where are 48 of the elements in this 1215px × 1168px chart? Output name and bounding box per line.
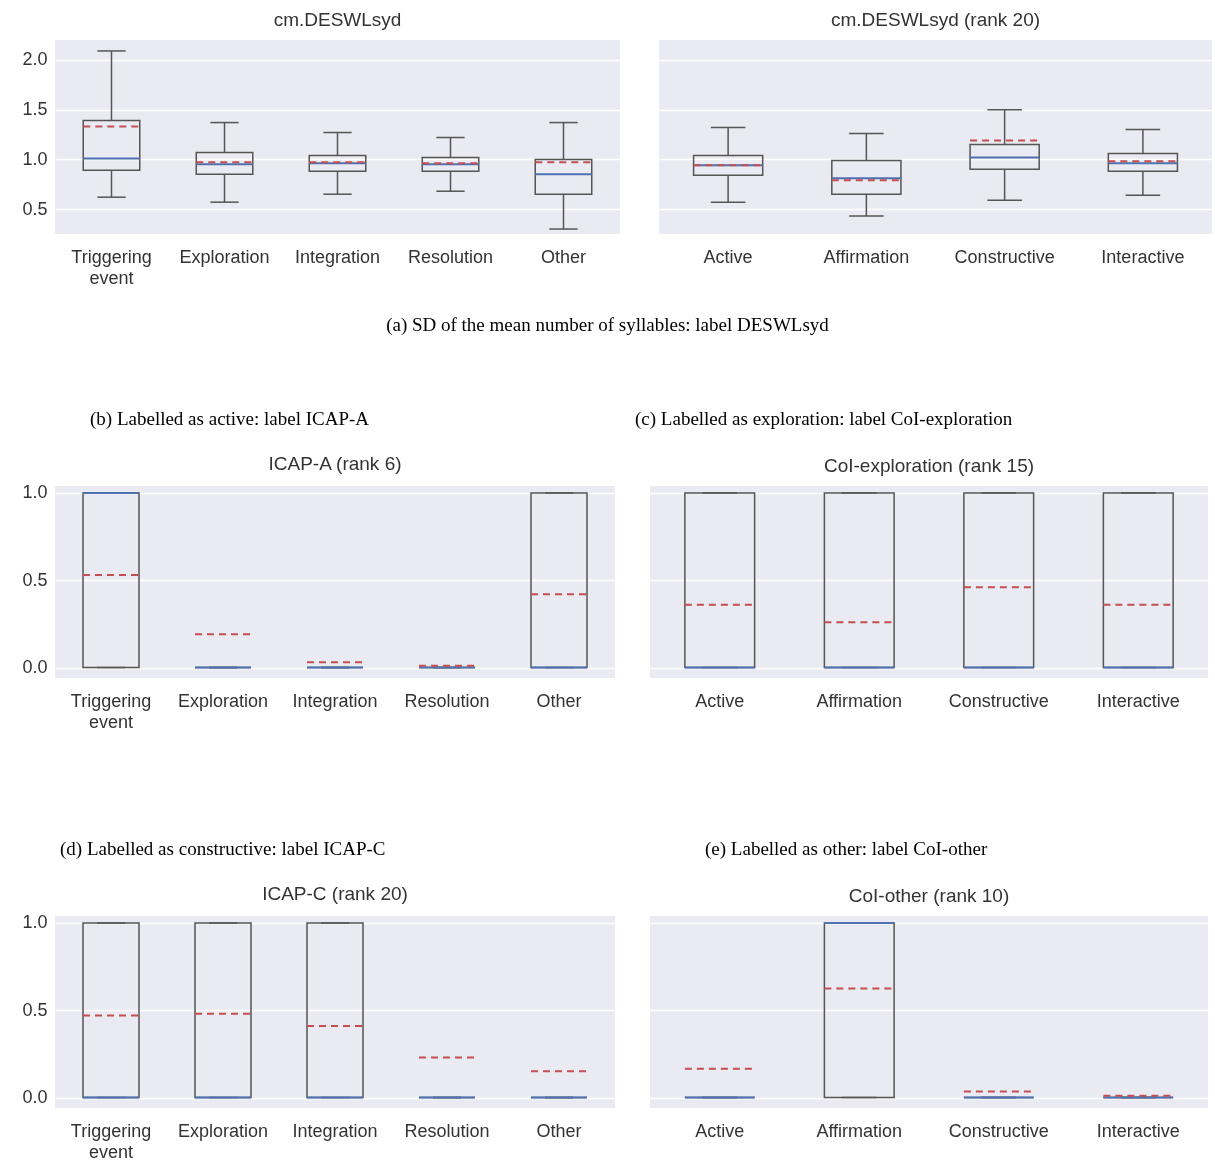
text: (c) Labelled as exploration: label CoI-exploration bbox=[635, 408, 1013, 430]
x-tick-label: Affirmation bbox=[823, 246, 910, 267]
x-tick-label: Interactive bbox=[1101, 246, 1185, 267]
chart-title: CoI-exploration (rank 15) bbox=[823, 455, 1035, 476]
y-tick-label: 1.0 bbox=[22, 148, 48, 169]
x-tick-label: Affirmation bbox=[816, 1120, 903, 1141]
x-tick-label: Other bbox=[536, 690, 582, 711]
x-tick-label: Active bbox=[703, 246, 753, 267]
x-tick-label: Resolution bbox=[404, 1120, 490, 1141]
x-tick-label: Resolution bbox=[407, 246, 494, 267]
x-tick-label: Interactive bbox=[1096, 690, 1180, 711]
text: (a) SD of the mean number of syllables: label DESWLsyd bbox=[385, 314, 830, 336]
x-tick-label: Constructive bbox=[948, 690, 1049, 711]
x-tick-label: Other bbox=[536, 1120, 582, 1141]
y-tick-label: 0.5 bbox=[22, 569, 48, 590]
x-tick-label: Other bbox=[540, 246, 587, 267]
text: (e) Labelled as other: label CoI-other bbox=[705, 838, 988, 860]
x-tick-label: Active bbox=[695, 690, 745, 711]
x-tick-label: Exploration bbox=[177, 690, 269, 711]
chart-title: ICAP-A (rank 6) bbox=[268, 452, 402, 474]
y-tick-label: 1.0 bbox=[22, 912, 48, 933]
y-tick-label: 0.0 bbox=[22, 657, 48, 678]
x-tick-label: Active bbox=[695, 1120, 745, 1141]
x-tick-label: Resolution bbox=[404, 690, 490, 711]
chart-title: cm.DESWLsyd bbox=[273, 9, 402, 30]
x-tick-label: Triggering event bbox=[71, 246, 152, 288]
y-tick-label: 0.5 bbox=[22, 999, 48, 1020]
chart-title: CoI-other (rank 10) bbox=[848, 885, 1010, 906]
text: (b) Labelled as active: label ICAP-A bbox=[90, 408, 370, 430]
y-tick-label: 2.0 bbox=[22, 49, 48, 70]
x-tick-label: Integration bbox=[292, 1120, 378, 1141]
y-tick-label: 0.5 bbox=[22, 198, 48, 219]
x-tick-label: Constructive bbox=[954, 246, 1055, 267]
y-tick-label: 1.0 bbox=[22, 482, 48, 503]
x-tick-label: Integration bbox=[294, 246, 381, 267]
x-tick-label: Constructive bbox=[948, 1120, 1049, 1141]
chart-title: cm.DESWLsyd (rank 20) bbox=[830, 9, 1041, 30]
x-tick-label: Exploration bbox=[179, 246, 270, 267]
y-tick-label: 1.5 bbox=[22, 99, 48, 120]
x-tick-label: Affirmation bbox=[816, 690, 903, 711]
y-tick-label: 0.0 bbox=[22, 1087, 48, 1108]
x-tick-label: Exploration bbox=[177, 1120, 269, 1141]
x-tick-label: Interactive bbox=[1096, 1120, 1180, 1141]
x-tick-label: Triggering event bbox=[70, 1120, 152, 1162]
chart-title: ICAP-C (rank 20) bbox=[262, 882, 408, 904]
text: (d) Labelled as constructive: label ICAP-C bbox=[60, 838, 386, 860]
x-tick-label: Triggering event bbox=[70, 690, 152, 732]
x-tick-label: Integration bbox=[292, 690, 378, 711]
